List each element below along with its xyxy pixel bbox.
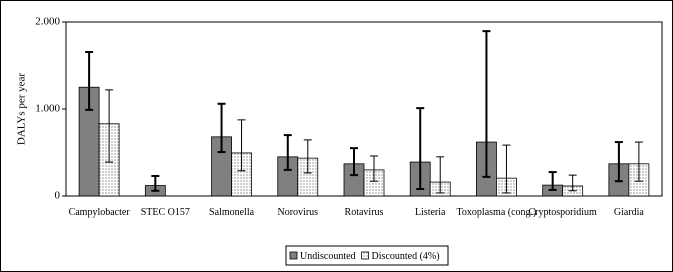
x-tick-label: Giardia xyxy=(613,207,644,218)
y-axis-label: DALYs per year xyxy=(16,73,28,146)
x-tick-label: Campylobacter xyxy=(68,207,130,218)
y-tick-label: 1.000 xyxy=(35,103,60,115)
y-tick-label: 2.000 xyxy=(35,16,60,28)
x-tick-label: STEC O157 xyxy=(140,207,190,218)
legend-swatch xyxy=(361,251,369,260)
x-tick-label: Cryptosporidium xyxy=(528,207,597,218)
x-tick-label: Listeria xyxy=(414,207,446,218)
y-tick-label: 0 xyxy=(55,190,61,202)
x-tick-label: Toxoplasma (cong.) xyxy=(456,207,537,218)
legend-label: Undiscounted xyxy=(300,251,356,262)
legend-swatch xyxy=(289,251,298,260)
x-tick-label: Rotavirus xyxy=(344,207,384,218)
x-tick-label: Salmonella xyxy=(209,207,255,218)
x-tick-label: Norovirus xyxy=(277,207,319,218)
legend-label: Discounted (4%) xyxy=(372,251,440,262)
